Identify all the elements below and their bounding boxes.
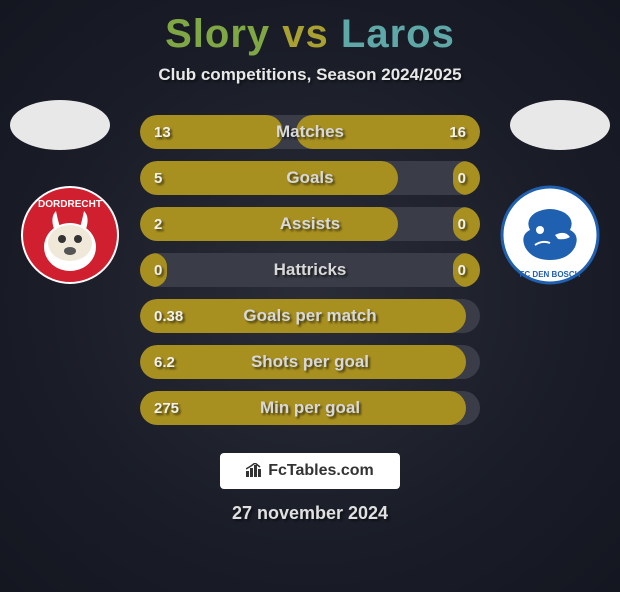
player1-photo (10, 100, 110, 150)
stat-label: Matches (140, 115, 480, 149)
stat-row: Goals per match0.38 (140, 299, 480, 333)
comparison-content: DORDRECHT FC DEN BOSCH Matches13 16 Goals5… (0, 115, 620, 435)
stat-row: Min per goal275 (140, 391, 480, 425)
stat-value-left: 6.2 (154, 345, 175, 379)
stat-value-left: 275 (154, 391, 179, 425)
svg-text:DORDRECHT: DORDRECHT (38, 199, 102, 210)
stat-row: Matches13 16 (140, 115, 480, 149)
stat-row: Hattricks0 0 (140, 253, 480, 287)
comparison-date: 27 november 2024 (0, 503, 620, 524)
player2-photo (510, 100, 610, 150)
subtitle: Club competitions, Season 2024/2025 (0, 65, 620, 85)
stat-label: Assists (140, 207, 480, 241)
stat-label: Goals per match (140, 299, 480, 333)
vs-label: vs (282, 12, 329, 56)
stat-value-left: 2 (154, 207, 162, 241)
stat-value-right: 0 (458, 207, 466, 241)
stat-row: Assists2 0 (140, 207, 480, 241)
stat-value-right: 16 (449, 115, 466, 149)
stat-row: Goals5 0 (140, 161, 480, 195)
player2-name: Laros (341, 12, 455, 56)
stat-value-left: 0 (154, 253, 162, 287)
stat-label: Shots per goal (140, 345, 480, 379)
stat-value-right: 0 (458, 253, 466, 287)
branding-text: FcTables.com (268, 462, 374, 480)
chart-icon (246, 463, 262, 480)
player1-club-badge: DORDRECHT (20, 185, 120, 285)
stat-label: Goals (140, 161, 480, 195)
stat-label: Min per goal (140, 391, 480, 425)
stat-value-left: 13 (154, 115, 171, 149)
comparison-title: Slory vs Laros (0, 12, 620, 57)
stat-value-left: 5 (154, 161, 162, 195)
player2-club-badge: FC DEN BOSCH (500, 185, 600, 285)
stat-value-right: 0 (458, 161, 466, 195)
branding-badge[interactable]: FcTables.com (220, 453, 400, 489)
stat-label: Hattricks (140, 253, 480, 287)
svg-text:FC DEN BOSCH: FC DEN BOSCH (520, 270, 581, 279)
stats-bars: Matches1316Goals50Assists20Hattricks00Go… (140, 115, 480, 437)
player1-name: Slory (165, 12, 270, 56)
stat-row: Shots per goal6.2 (140, 345, 480, 379)
stat-value-left: 0.38 (154, 299, 183, 333)
